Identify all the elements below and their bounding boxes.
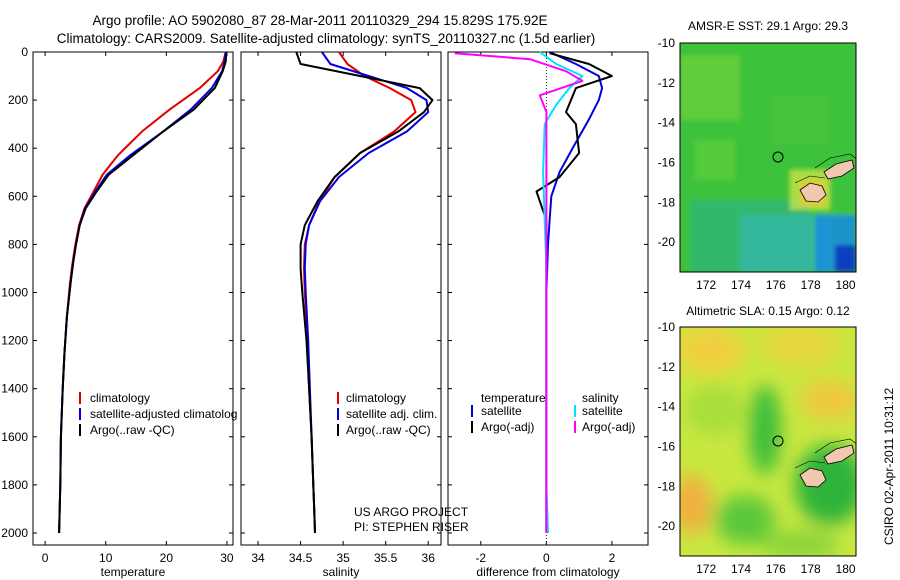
y-tick-label: -12 (658, 76, 676, 90)
x-tick-label: 178 (801, 562, 821, 576)
sla-map-title: Altimetric SLA: 0.15 Argo: 0.12 (686, 304, 850, 318)
x-tick-label: -2 (475, 551, 486, 565)
y-tick-label: -20 (658, 235, 676, 249)
legend-label-satellite: satellite adj. clim. (346, 407, 437, 421)
temperature-profile-plot: 0 10 20 30 temperature 0 200 400 600 800 1000 1200 1… (1, 45, 234, 579)
island-vanua-levu (823, 159, 855, 180)
x-tick-label: 35 (336, 551, 350, 565)
sst-map-title: AMSR-E SST: 29.1 Argo: 29.3 (688, 19, 848, 33)
x-tick-label: 30 (220, 551, 234, 565)
x-tick-label: 2 (609, 551, 616, 565)
difference-legend: temperature salinity satellite Argo(-adj… (471, 391, 635, 434)
x-axis-label: salinity (323, 565, 360, 579)
y-tick-label: 0 (21, 45, 28, 59)
y-tick-label: -16 (658, 439, 676, 453)
project-name: US ARGO PROJECT (354, 505, 469, 519)
legend-label-argo: Argo(..raw -QC) (346, 423, 431, 437)
sst-field (680, 43, 856, 272)
argo-float-marker (772, 435, 784, 447)
figure-title-line1: Argo profile: AO 5902080_87 28-Mar-2011 … (92, 13, 547, 28)
y-tick-label: 1200 (1, 334, 28, 348)
legend-label-argo: Argo(..raw -QC) (90, 423, 175, 437)
x-tick-label: 36 (422, 551, 436, 565)
y-tick-label: 600 (8, 189, 28, 203)
salinity-legend: climatology satellite adj. clim. Argo(..… (337, 391, 437, 437)
x-axis-label: temperature (101, 565, 166, 579)
x-tick-label: 176 (766, 562, 786, 576)
salinity-panel (240, 51, 442, 546)
legend-label-satellite: satellite-adjusted climatolog (90, 407, 237, 421)
x-tick-label: 35.5 (374, 551, 398, 565)
x-tick-label: 174 (731, 562, 751, 576)
x-tick-label: 172 (696, 278, 716, 292)
sst-map-frame (679, 42, 857, 273)
x-tick-label: 178 (801, 278, 821, 292)
y-tick-label: 1000 (1, 285, 28, 299)
y-tick-label: 2000 (1, 526, 28, 540)
x-tick-label: 20 (160, 551, 174, 565)
island-vanua-levu (823, 444, 855, 465)
y-tick-label: -12 (658, 360, 676, 374)
x-tick-label: 172 (696, 562, 716, 576)
figure-title-line2: Climatology: CARS2009. Satellite-adjuste… (57, 31, 596, 46)
sst-map: AMSR-E SST: 29.1 Argo: 29.3 (679, 19, 857, 273)
x-tick-label: 10 (99, 551, 113, 565)
y-tick-label: -14 (658, 116, 676, 130)
y-tick-label: 1800 (1, 478, 28, 492)
legend-title-salinity: salinity (582, 391, 619, 405)
island-viti-levu (799, 467, 827, 488)
csiro-timestamp: CSIRO 02-Apr-2011 10:31:12 (882, 387, 896, 545)
y-tick-label: -14 (658, 400, 676, 414)
difference-panel (447, 51, 649, 546)
y-tick-label: -10 (658, 320, 676, 334)
y-tick-label: -18 (658, 195, 676, 209)
y-tick-label: 800 (8, 237, 28, 251)
sla-field (680, 327, 856, 556)
reef-outline (794, 460, 826, 469)
y-tick-label: -18 (658, 479, 676, 493)
x-axis-label: difference from climatology (476, 565, 619, 579)
x-tick-label: 180 (836, 562, 856, 576)
salinity-profile-plot: 34 34.5 35 35.5 36 salinity (241, 51, 441, 579)
x-tick-label: 174 (731, 278, 751, 292)
x-tick-label: 180 (836, 278, 856, 292)
y-tick-label: 1600 (1, 430, 28, 444)
argo-float-marker (772, 151, 784, 163)
reef-outline (814, 153, 856, 169)
y-tick-label: 200 (8, 93, 28, 107)
legend-label-temp-satellite: satellite (481, 404, 522, 418)
legend-label-climatology: climatology (346, 391, 406, 405)
series-line-argo (58, 53, 228, 534)
x-tick-label: 34 (251, 551, 265, 565)
legend-label-sal-argo: Argo(-adj) (582, 420, 635, 434)
legend-title-temperature: temperature (481, 391, 546, 405)
legend-label-temp-argo: Argo(-adj) (481, 420, 534, 434)
legend-label-climatology: climatology (90, 391, 150, 405)
y-tick-label: -20 (658, 519, 676, 533)
legend-label-sal-satellite: satellite (582, 404, 623, 418)
sla-map-frame (679, 326, 857, 557)
principal-investigator: PI: STEPHEN RISER (354, 520, 469, 534)
x-tick-label: 176 (766, 278, 786, 292)
y-tick-label: -10 (658, 36, 676, 50)
y-tick-label: -16 (658, 155, 676, 169)
reef-outline (794, 175, 826, 184)
temperature-legend: climatology satellite-adjusted climatolo… (79, 391, 237, 437)
y-tick-label: 1400 (1, 382, 28, 396)
x-tick-label: 0 (42, 551, 49, 565)
series-line-salinity-argo (454, 52, 584, 533)
x-tick-label: 0 (543, 551, 550, 565)
island-viti-levu (799, 182, 827, 203)
x-tick-label: 34.5 (289, 551, 313, 565)
y-tick-label: 400 (8, 141, 28, 155)
reef-outline (814, 438, 856, 454)
series-line-argo (295, 51, 434, 534)
temperature-panel (32, 51, 234, 546)
sla-map: Altimetric SLA: 0.15 Argo: 0.12 (679, 304, 857, 557)
